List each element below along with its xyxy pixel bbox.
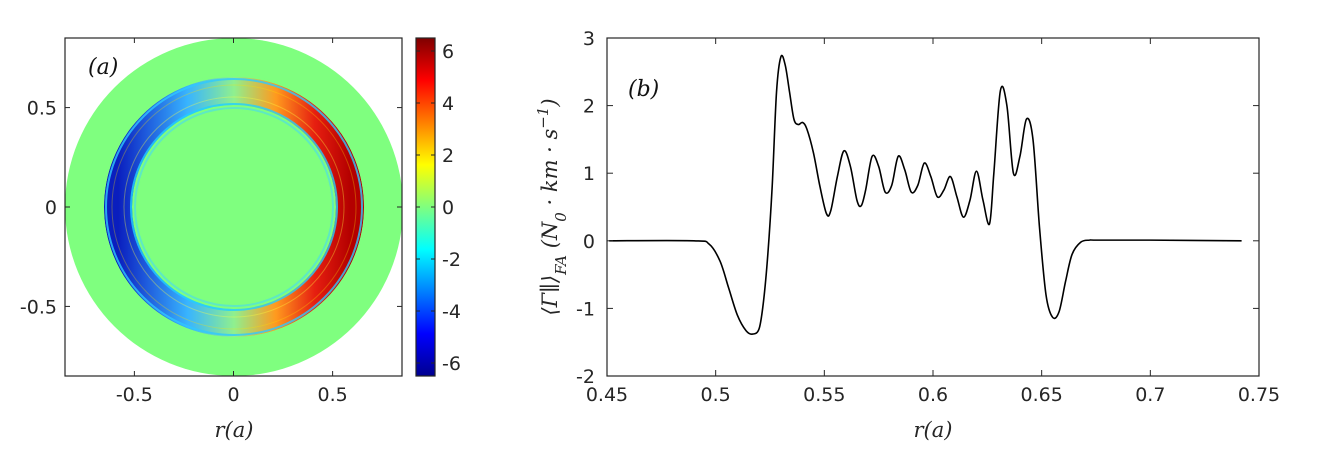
colorbar-tick-label: -4 bbox=[442, 301, 461, 323]
series-line bbox=[609, 54, 1242, 335]
heatmap-ring bbox=[104, 77, 364, 337]
a-ytick-label: 0 bbox=[45, 197, 57, 219]
panel-a-xlabel: r(a) bbox=[215, 418, 254, 442]
b-ytick-label: 1 bbox=[583, 163, 595, 185]
colorbar-tick-label: 0 bbox=[442, 197, 454, 219]
heatmap-inner-disk bbox=[137, 110, 331, 304]
b-xtick-label: 0.45 bbox=[586, 384, 628, 406]
panel-b-ylabel: ⟨Γ∥⟩FA (N0 · km · s−1) bbox=[534, 98, 570, 315]
panel-b: 0.45 0.5 0.55 0.6 0.65 0.7 0.75 3 2 1 0 -1 -2 (b) r(… bbox=[534, 28, 1280, 442]
b-xtick-label: 0.65 bbox=[1021, 384, 1063, 406]
a-xtick-label: 0 bbox=[227, 384, 239, 406]
b-xtick-label: 0.6 bbox=[918, 384, 948, 406]
b-ytick-label: 0 bbox=[583, 231, 595, 253]
colorbar-tick-label: 6 bbox=[442, 41, 454, 63]
a-ytick-label: 0.5 bbox=[27, 98, 57, 120]
colorbar-tick-label: 4 bbox=[442, 93, 454, 115]
b-xtick-label: 0.7 bbox=[1135, 384, 1165, 406]
colorbar bbox=[416, 38, 435, 376]
plot-area bbox=[607, 38, 1259, 376]
panel-a-label: (a) bbox=[88, 55, 118, 80]
colorbar-tick-label: -6 bbox=[442, 353, 461, 375]
panel-b-xlabel: r(a) bbox=[914, 418, 953, 442]
b-xtick-label: 0.75 bbox=[1238, 384, 1280, 406]
colorbar-tick-label: -2 bbox=[442, 249, 461, 271]
b-ytick-label: -1 bbox=[576, 298, 595, 320]
a-xtick-label: 0.5 bbox=[318, 384, 348, 406]
b-ytick-label: 2 bbox=[583, 96, 595, 118]
panel-b-label: (b) bbox=[628, 77, 659, 102]
panel-a: -0.5 0 0.5 0.5 0 -0.5 (a) r(a) 6 4 2 0 -2 -4 -6 bbox=[20, 37, 461, 442]
b-xtick-label: 0.55 bbox=[803, 384, 845, 406]
b-xtick-label: 0.5 bbox=[701, 384, 731, 406]
colorbar-tick-label: 2 bbox=[442, 145, 454, 167]
a-ytick-label: -0.5 bbox=[20, 296, 57, 318]
b-ytick-label: 3 bbox=[583, 28, 595, 50]
b-ytick-label: -2 bbox=[576, 366, 595, 388]
a-xtick-label: -0.5 bbox=[116, 384, 153, 406]
